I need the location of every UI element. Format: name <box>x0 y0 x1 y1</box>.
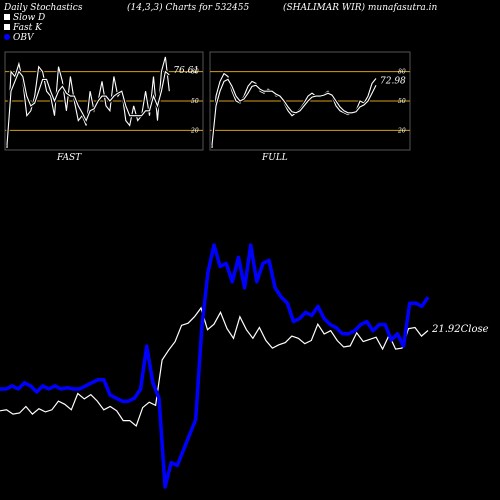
legend-slow-d: Slow D <box>4 13 45 23</box>
legend-label-obv: OBV <box>13 33 34 43</box>
close-value-label: 21.92Close <box>432 324 489 335</box>
chart-title: Daily Stochastics <box>4 3 83 13</box>
full-series-slow-d <box>211 78 377 146</box>
full-panel-label: FULL <box>262 153 288 163</box>
fast-tick-label: 80 <box>191 69 199 76</box>
chart-params: (14,3,3) Charts for 532455 <box>127 3 250 13</box>
full-last-value-label: 72.98 <box>380 76 406 86</box>
legend-label-slow-d: Slow D <box>13 13 46 23</box>
full-tick-label: 80 <box>398 69 406 76</box>
legend-label-fast-k: Fast K <box>13 23 42 33</box>
legend-swatch-obv <box>4 34 10 40</box>
legend-fast-k: Fast K <box>4 23 42 33</box>
legend-swatch-slow-d <box>4 14 10 20</box>
obv-line <box>0 243 430 489</box>
legend-obv: OBV <box>4 33 34 43</box>
fast-panel-label: FAST <box>57 153 82 163</box>
legend-swatch-fast-k <box>4 24 10 30</box>
fast-series-slow-d <box>6 70 170 146</box>
fast-last-value-label: 76.61 <box>173 66 199 76</box>
company-label: (SHALIMAR WIR) munafasutra.in <box>283 3 438 13</box>
full-tick-label: 50 <box>398 98 406 105</box>
full-tick-label: 20 <box>397 127 406 134</box>
fast-series-fast-k <box>6 56 170 149</box>
fast-tick-label: 50 <box>191 98 199 105</box>
close-price-line <box>0 306 429 428</box>
fast-tick-label: 20 <box>190 127 199 134</box>
